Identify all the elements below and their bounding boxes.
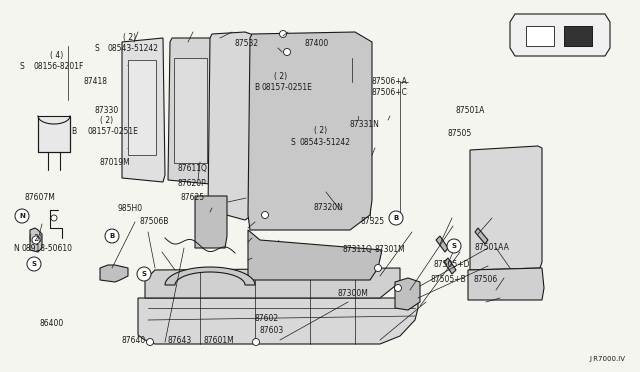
Text: 87506B: 87506B [140, 217, 169, 226]
Text: 08157-0251E: 08157-0251E [261, 83, 312, 92]
Bar [174, 58, 207, 163]
Circle shape [147, 339, 154, 346]
Polygon shape [248, 32, 372, 230]
Polygon shape [468, 268, 544, 300]
Text: 87611Q: 87611Q [178, 164, 208, 173]
Text: 87330: 87330 [95, 106, 119, 115]
Text: B: B [394, 215, 399, 221]
Text: S: S [141, 271, 147, 277]
Text: 87506+C: 87506+C [371, 88, 407, 97]
Text: 87501AA: 87501AA [475, 243, 509, 251]
Text: B: B [109, 233, 115, 239]
Polygon shape [475, 228, 488, 244]
Text: 87505+B: 87505+B [430, 275, 466, 284]
Polygon shape [138, 298, 418, 344]
Polygon shape [444, 258, 456, 274]
Circle shape [262, 212, 269, 218]
Text: 08157-0251E: 08157-0251E [87, 127, 138, 136]
Text: J R7000.IV: J R7000.IV [589, 356, 625, 362]
Text: 08543-51242: 08543-51242 [300, 138, 351, 147]
Circle shape [15, 209, 29, 223]
Text: 08918-50610: 08918-50610 [22, 244, 73, 253]
Polygon shape [208, 32, 262, 220]
Text: 87506+A: 87506+A [371, 77, 407, 86]
Polygon shape [122, 38, 165, 182]
Circle shape [137, 267, 151, 281]
Bar [564, 26, 592, 46]
Text: ( 2): ( 2) [123, 33, 136, 42]
Circle shape [284, 48, 291, 55]
Text: 87620P: 87620P [178, 179, 207, 187]
Text: 87603: 87603 [260, 326, 284, 335]
Polygon shape [510, 14, 610, 56]
Text: 87501A: 87501A [456, 106, 485, 115]
Text: S: S [451, 243, 456, 249]
Text: 87320N: 87320N [314, 203, 344, 212]
Polygon shape [470, 146, 542, 270]
Polygon shape [436, 236, 448, 252]
Circle shape [280, 31, 287, 38]
Text: 87602: 87602 [254, 314, 278, 323]
Polygon shape [30, 228, 42, 252]
Polygon shape [248, 230, 382, 280]
Polygon shape [145, 268, 400, 298]
Bar [128, 60, 156, 155]
Text: 86400: 86400 [40, 319, 64, 328]
Text: 87325: 87325 [361, 217, 385, 226]
Polygon shape [100, 265, 128, 282]
Text: 87331N: 87331N [349, 121, 380, 129]
Circle shape [51, 215, 57, 221]
Circle shape [447, 239, 461, 253]
Circle shape [394, 285, 401, 292]
Circle shape [32, 236, 40, 244]
Text: S: S [19, 62, 24, 71]
Text: 87532: 87532 [234, 39, 259, 48]
Text: ( 2): ( 2) [314, 126, 327, 135]
Polygon shape [168, 38, 215, 184]
Polygon shape [38, 116, 70, 152]
Text: S: S [291, 138, 295, 147]
Text: 87300M: 87300M [338, 289, 369, 298]
Text: ( 2): ( 2) [274, 72, 287, 81]
Text: 87506: 87506 [474, 275, 498, 284]
Circle shape [105, 229, 119, 243]
Text: ( 2): ( 2) [100, 116, 113, 125]
Text: ( 4): ( 4) [50, 51, 63, 60]
Text: 87640: 87640 [122, 336, 146, 345]
Polygon shape [395, 278, 420, 310]
Text: N: N [13, 244, 19, 253]
Text: 87505: 87505 [448, 129, 472, 138]
Text: 87019M: 87019M [100, 158, 131, 167]
Text: S: S [31, 261, 36, 267]
Bar [564, 26, 592, 46]
Text: 87301M: 87301M [374, 246, 405, 254]
Circle shape [27, 257, 41, 271]
Text: S: S [95, 44, 99, 53]
Circle shape [389, 211, 403, 225]
Text: 08543-51242: 08543-51242 [108, 44, 159, 53]
Text: 87418: 87418 [83, 77, 108, 86]
Text: 08156-8201F: 08156-8201F [33, 62, 84, 71]
Text: 87643: 87643 [168, 336, 192, 345]
Polygon shape [165, 267, 255, 285]
Circle shape [253, 339, 259, 346]
Text: 87505+D: 87505+D [434, 260, 470, 269]
Text: 87625: 87625 [180, 193, 205, 202]
Text: 87311Q: 87311Q [342, 246, 372, 254]
Text: 985H0: 985H0 [117, 204, 142, 213]
Text: B: B [255, 83, 260, 92]
Polygon shape [195, 196, 227, 248]
Text: 87607M: 87607M [24, 193, 55, 202]
Text: N: N [19, 213, 25, 219]
Circle shape [374, 264, 381, 272]
Text: B: B [72, 127, 77, 136]
Text: 87601M: 87601M [204, 336, 234, 345]
Text: 87400: 87400 [305, 39, 329, 48]
Text: ( 2): ( 2) [29, 234, 43, 243]
Bar [526, 26, 554, 46]
